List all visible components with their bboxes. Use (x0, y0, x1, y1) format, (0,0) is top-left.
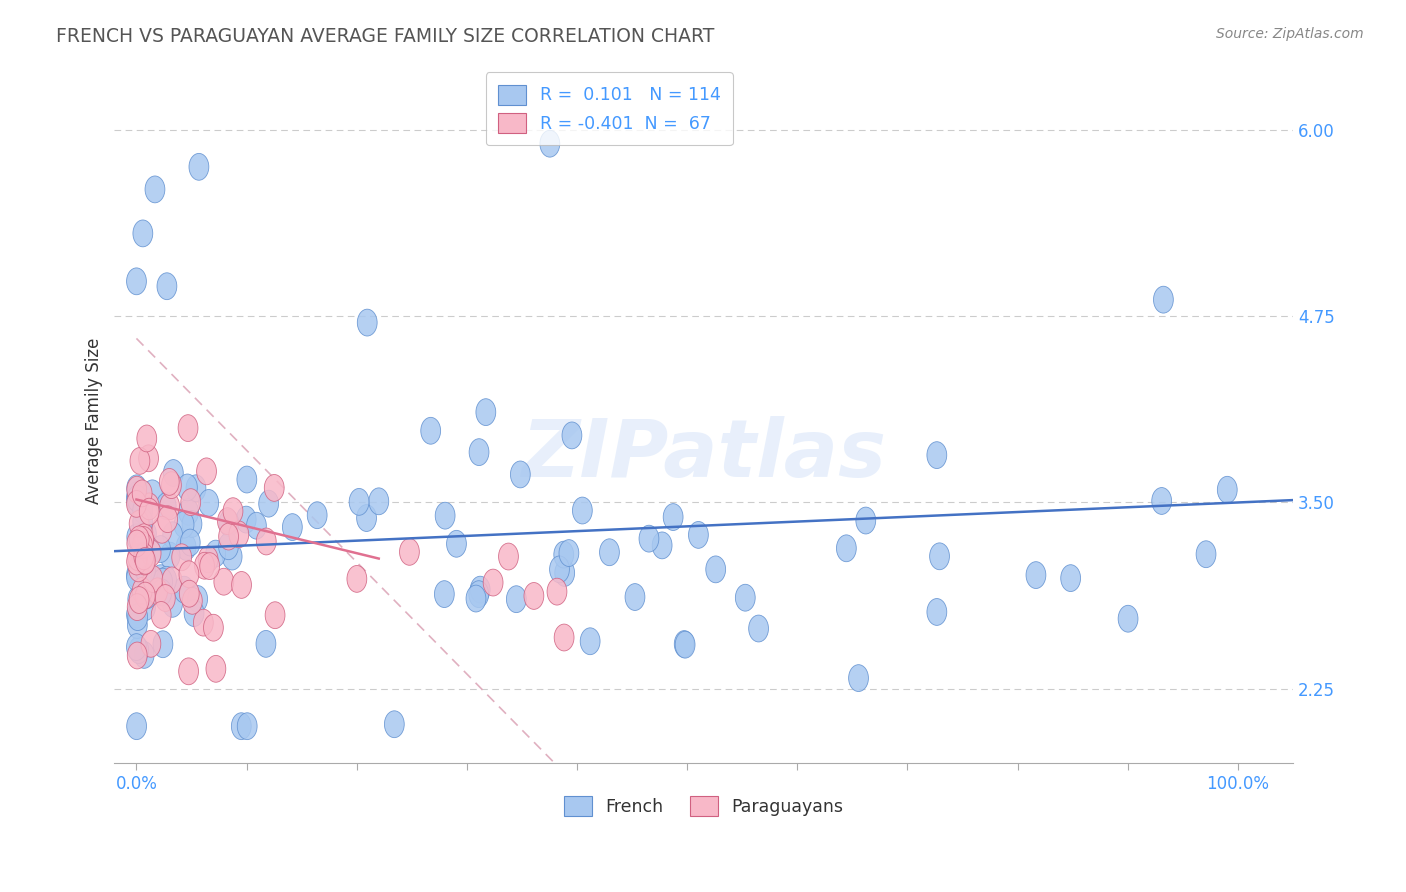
Text: ZIPatlas: ZIPatlas (522, 416, 886, 494)
Text: Source: ZipAtlas.com: Source: ZipAtlas.com (1216, 27, 1364, 41)
Legend: French, Paraguayans: French, Paraguayans (557, 789, 851, 823)
Y-axis label: Average Family Size: Average Family Size (86, 337, 103, 504)
Text: FRENCH VS PARAGUAYAN AVERAGE FAMILY SIZE CORRELATION CHART: FRENCH VS PARAGUAYAN AVERAGE FAMILY SIZE… (56, 27, 714, 45)
